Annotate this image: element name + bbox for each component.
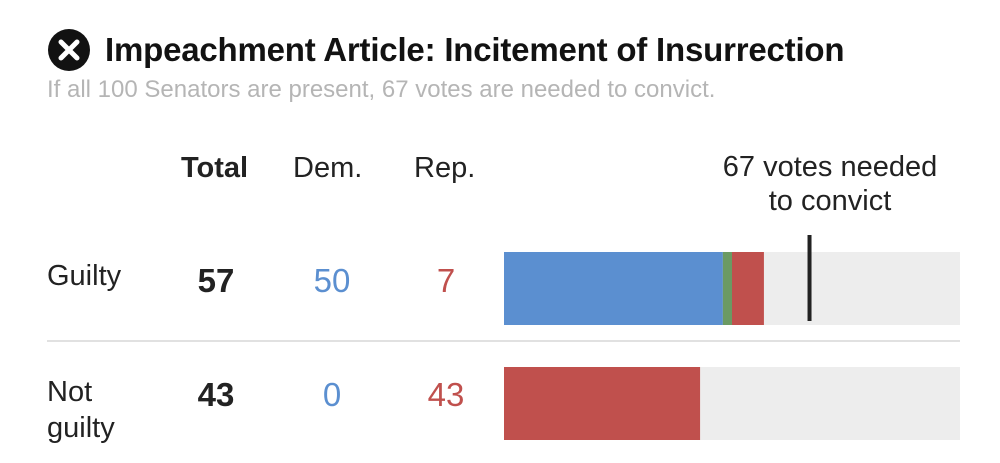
- not-guilty-bar-segment-3: [504, 367, 701, 440]
- guilty-bar-segment-1: [504, 252, 723, 325]
- row-divider: [47, 340, 960, 342]
- threshold-label-line1: 67 votes needed: [722, 151, 938, 183]
- header: Impeachment Article: Incitement of Insur…: [47, 28, 845, 72]
- row-label-not-guilty: Not guilty: [47, 376, 115, 444]
- x-circle-icon: [48, 29, 90, 71]
- not-guilty-dem-value: 0: [322, 376, 342, 413]
- guilty-rep-value: 7: [436, 262, 456, 299]
- chart-subtitle: If all 100 Senators are present, 67 vote…: [47, 76, 716, 103]
- guilty-total-value: 57: [197, 262, 235, 299]
- not-guilty-rep-value: 43: [427, 376, 465, 413]
- column-header-total: Total: [181, 152, 249, 184]
- column-header-rep: Rep.: [414, 152, 476, 184]
- guilty-bar-segment-3: [732, 252, 764, 325]
- threshold-label: 67 votes needed to convict: [650, 150, 1000, 218]
- row-label-guilty: Guilty: [47, 260, 122, 292]
- not-guilty-total-value: 43: [197, 376, 235, 413]
- guilty-bar-segment-2: [722, 252, 732, 325]
- threshold-label-line2: to convict: [768, 185, 892, 217]
- guilty-dem-value: 50: [313, 262, 351, 299]
- column-header-dem: Dem.: [293, 152, 363, 184]
- chart-title: Impeachment Article: Incitement of Insur…: [105, 31, 845, 68]
